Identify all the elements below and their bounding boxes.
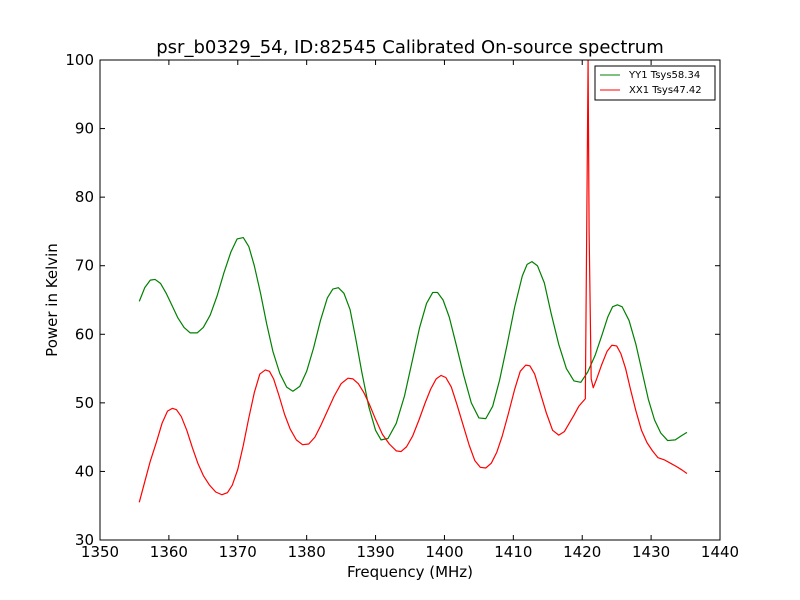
plot-area	[100, 60, 720, 540]
x-tick-label: 1430	[632, 543, 670, 561]
x-tick-label: 1390	[356, 543, 394, 561]
x-tick-label: 1410	[494, 543, 532, 561]
y-tick-label: 30	[75, 531, 94, 549]
x-tick-label: 1350	[81, 543, 119, 561]
x-tick-label: 1420	[563, 543, 601, 561]
y-tick-label: 40	[75, 462, 94, 480]
y-tick-label: 90	[75, 120, 94, 138]
y-tick-label: 80	[75, 188, 94, 206]
y-axis-label: Power in Kelvin	[43, 243, 61, 357]
x-tick-label: 1400	[425, 543, 463, 561]
chart-title: psr_b0329_54, ID:82545 Calibrated On-sou…	[156, 37, 663, 58]
y-tick-label: 60	[75, 325, 94, 343]
x-tick-label: 1440	[701, 543, 739, 561]
legend-label-xx1: XX1 Tsys47.42	[629, 85, 702, 96]
x-axis-label: Frequency (MHz)	[347, 563, 473, 581]
y-axis-ticks: 30 40 50 60 70 80 90 100	[65, 51, 720, 549]
y-tick-label: 70	[75, 257, 94, 275]
y-tick-label: 100	[65, 51, 94, 69]
x-tick-label: 1360	[150, 543, 188, 561]
legend-box	[594, 65, 716, 101]
y-tick-label: 50	[75, 394, 94, 412]
series-layer	[138, 60, 688, 503]
x-tick-label: 1380	[288, 543, 326, 561]
plot-frame	[99, 59, 721, 541]
series-line-0	[138, 237, 688, 442]
x-axis-ticks: 1350 1360 1370 1380 1390 1400 1410 1420 1430 1440	[81, 60, 739, 561]
x-tick-label: 1370	[219, 543, 257, 561]
series-line-1	[138, 60, 688, 503]
legend: YY1 Tsys58.34 XX1 Tsys47.42	[594, 65, 716, 101]
legend-label-yy1: YY1 Tsys58.34	[628, 70, 700, 81]
